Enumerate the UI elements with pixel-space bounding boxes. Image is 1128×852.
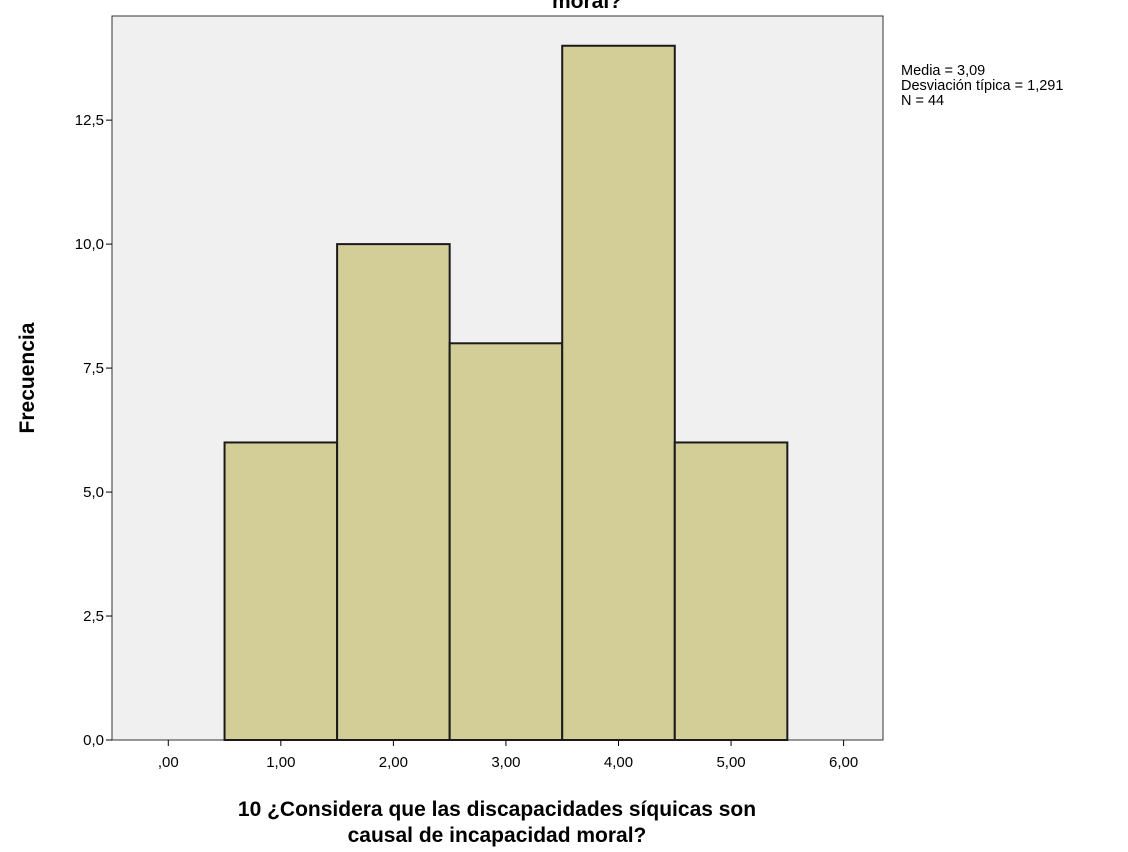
histogram-bar xyxy=(673,441,789,741)
y-tick-label: 10,0 xyxy=(75,236,104,253)
x-tick-label: 3,00 xyxy=(491,754,520,771)
stat-mean: Media = 3,09 xyxy=(901,63,985,79)
histogram-bar xyxy=(448,342,564,741)
y-axis: 0,0 2,5 5,0 7,5 10,0 12,5 xyxy=(75,112,112,749)
histogram-bar xyxy=(336,243,451,741)
statistics-box: Media = 3,09 Desviación típica = 1,291 N… xyxy=(901,63,1063,109)
y-tick-label: 12,5 xyxy=(75,112,104,129)
x-tick-label: 4,00 xyxy=(604,754,633,771)
x-tick-label: ,00 xyxy=(158,754,179,771)
histogram-bar xyxy=(561,44,676,742)
x-tick-label: 1,00 xyxy=(266,754,295,771)
x-axis-title-line-2: causal de incapacidad moral? xyxy=(348,824,647,847)
chart-title-fragment: moral? xyxy=(552,0,622,13)
stat-std-dev: Desviación típica = 1,291 xyxy=(901,78,1063,94)
stat-n: N = 44 xyxy=(901,93,944,109)
y-tick-label: 7,5 xyxy=(83,360,104,377)
y-tick-label: 0,0 xyxy=(83,732,104,749)
y-axis-title: Frecuencia xyxy=(16,322,39,433)
y-tick-label: 5,0 xyxy=(83,484,104,501)
x-tick-label: 5,00 xyxy=(716,754,745,771)
y-tick-label: 2,5 xyxy=(83,608,104,625)
x-axis: ,00 1,00 2,00 3,00 4,00 5,00 6,00 xyxy=(158,740,858,771)
histogram-bar xyxy=(223,441,339,741)
x-axis-title-line-1: 10 ¿Considera que las discapacidades síq… xyxy=(238,798,756,821)
x-tick-label: 2,00 xyxy=(379,754,408,771)
x-tick-label: 6,00 xyxy=(829,754,858,771)
histogram-bars xyxy=(223,44,789,742)
